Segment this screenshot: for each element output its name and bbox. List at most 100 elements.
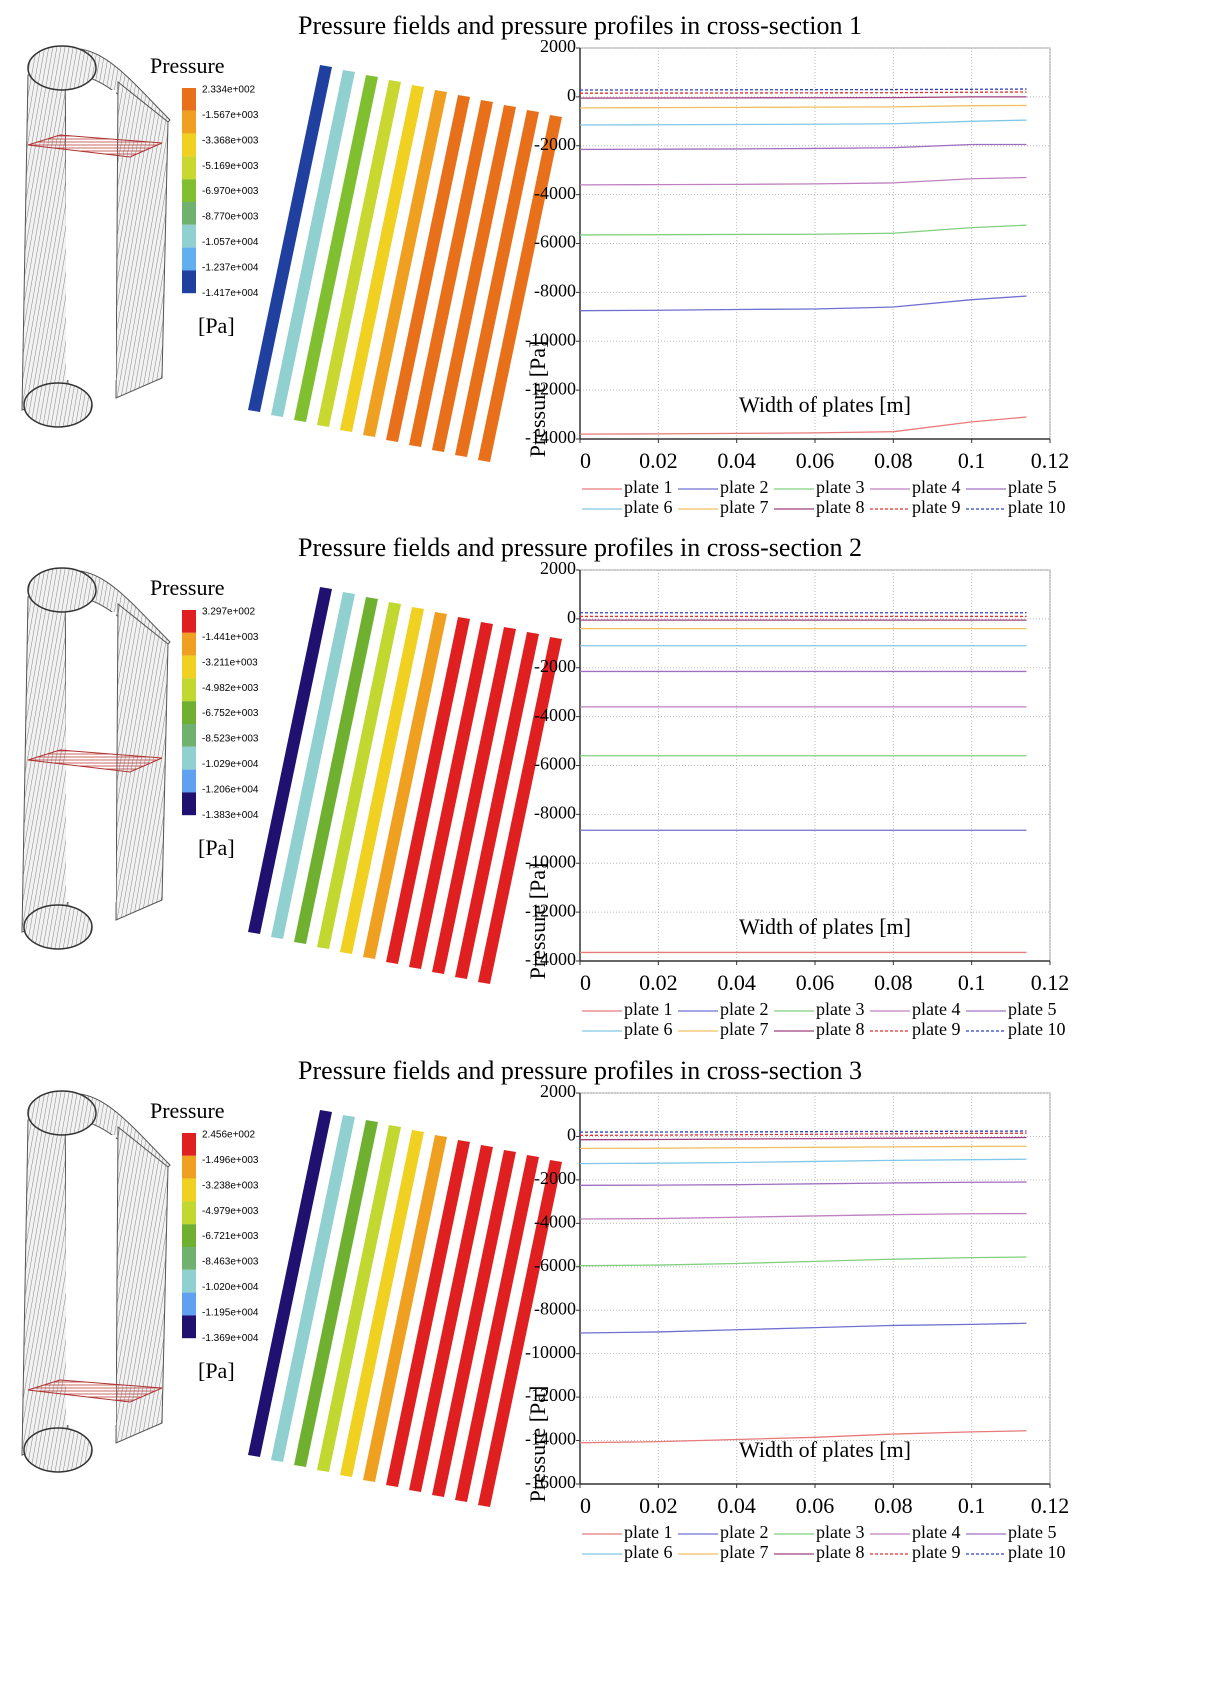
x-tick-label: 0.04 (717, 448, 756, 473)
frame-gap (66, 90, 116, 380)
colorbar-swatch (182, 792, 196, 815)
page: {"chart_data": [ {"type": "line", "title… (0, 0, 1217, 1698)
y-tick-label: -2000 (534, 134, 576, 154)
colorbar-label: -3.368e+003 (202, 135, 259, 146)
series-line (580, 178, 1027, 185)
series-line (580, 296, 1027, 311)
x-tick-label: 0 (580, 970, 591, 995)
legend-label: plate 8 (816, 1542, 864, 1562)
y-axis-label: Pressure [Pa] (525, 863, 550, 980)
series-line (580, 1159, 1027, 1163)
y-tick-label: 2000 (540, 558, 576, 578)
bottom-roller (24, 1428, 92, 1472)
legend-label: plate 10 (1008, 1542, 1065, 1562)
legend-label: plate 5 (1008, 999, 1056, 1019)
colorbar-swatch (182, 88, 196, 111)
colorbar-label: -1.369e+004 (202, 1333, 259, 1344)
colorbar-label: -1.441e+003 (202, 632, 259, 643)
series-line (580, 417, 1027, 434)
legend-label: plate 4 (912, 477, 960, 497)
colorbar-label: -6.970e+003 (202, 186, 259, 197)
colorbar-swatch (182, 202, 196, 225)
series-line (580, 1138, 1027, 1140)
legend-label: plate 5 (1008, 477, 1056, 497)
y-tick-label: -8000 (534, 803, 576, 823)
legend-label: plate 2 (720, 477, 768, 497)
left-band (22, 1107, 68, 1455)
chart-title: Pressure fields and pressure profiles in… (298, 1056, 862, 1085)
colorbar-label: -1.020e+004 (202, 1282, 259, 1293)
colorbar-label: 2.334e+002 (202, 85, 256, 96)
x-tick-label: 0.08 (874, 1493, 913, 1518)
x-tick-label: 0.1 (958, 1493, 986, 1518)
colorbar-swatch (182, 248, 196, 271)
x-axis-label: Width of plates [m] (739, 914, 911, 939)
colorbar-label: -1.417e+004 (202, 288, 259, 299)
colorbar-swatch (182, 678, 196, 701)
legend-label: plate 9 (912, 497, 960, 517)
colorbar-swatch (182, 633, 196, 656)
legend-label: plate 1 (624, 477, 672, 497)
colorbar-swatch (182, 1224, 196, 1247)
legend-label: plate 10 (1008, 497, 1065, 517)
colorbar-swatch (182, 1270, 196, 1293)
right-band (116, 82, 168, 398)
y-tick-label: -4000 (534, 705, 576, 725)
x-tick-label: 0 (580, 448, 591, 473)
colorbar-label: -1.057e+004 (202, 237, 259, 248)
series-line (580, 1133, 1027, 1135)
colorbar-swatch (182, 1201, 196, 1224)
colorbar-label: -1.206e+004 (202, 784, 259, 795)
y-tick-label: -8000 (534, 1298, 576, 1318)
y-tick-label: -6000 (534, 754, 576, 774)
x-tick-label: 0.06 (796, 970, 835, 995)
x-tick-label: 0.12 (1031, 970, 1070, 995)
legend-label: plate 6 (624, 1019, 672, 1039)
y-axis-label: Pressure [Pa] (525, 1386, 550, 1503)
y-tick-label: -6000 (534, 232, 576, 252)
colorbar-swatch (182, 1156, 196, 1179)
colorbar-unit: [Pa] (198, 835, 235, 860)
colorbar-label: -8.770e+003 (202, 212, 259, 223)
x-tick-label: 0.02 (639, 970, 678, 995)
x-tick-label: 0.1 (958, 448, 986, 473)
colorbar-swatch (182, 111, 196, 134)
legend-label: plate 9 (912, 1542, 960, 1562)
y-tick-label: 0 (567, 85, 576, 105)
colorbar-unit: [Pa] (198, 1358, 235, 1383)
series-line (580, 105, 1027, 107)
y-tick-label: -6000 (534, 1255, 576, 1275)
legend-label: plate 6 (624, 1542, 672, 1562)
x-tick-label: 0.12 (1031, 1493, 1070, 1518)
legend-label: plate 4 (912, 1522, 960, 1542)
colorbar-swatch (182, 724, 196, 747)
colorbar-swatch (182, 1133, 196, 1156)
y-tick-label: -4000 (534, 1211, 576, 1231)
legend-label: plate 9 (912, 1019, 960, 1039)
colorbar-label: -1.237e+004 (202, 262, 259, 273)
figure: Pressure2.334e+002-1.567e+003-3.368e+003… (0, 0, 1217, 1698)
top-roller (28, 1091, 96, 1135)
bottom-roller (24, 383, 92, 427)
x-tick-label: 0 (580, 1493, 591, 1518)
colorbar-label: 3.297e+002 (202, 607, 256, 618)
colorbar-swatch (182, 770, 196, 793)
colorbar-unit: [Pa] (198, 313, 235, 338)
colorbar-label: -3.211e+003 (202, 657, 258, 668)
colorbar-label: -6.752e+003 (202, 708, 259, 719)
colorbar-label: -1.029e+004 (202, 759, 259, 770)
colorbar-swatch (182, 1179, 196, 1202)
chart-title: Pressure fields and pressure profiles in… (298, 11, 862, 40)
y-tick-label: 0 (567, 607, 576, 627)
x-tick-label: 0.08 (874, 970, 913, 995)
colorbar-label: -5.169e+003 (202, 161, 259, 172)
colorbar-swatch (182, 134, 196, 157)
frame-diagram (22, 46, 170, 427)
colorbar-swatch (182, 1315, 196, 1338)
x-axis-label: Width of plates [m] (739, 392, 911, 417)
colorbar-swatch (182, 270, 196, 293)
y-tick-label: -2000 (534, 1168, 576, 1188)
x-tick-label: 0.02 (639, 448, 678, 473)
top-roller (28, 568, 96, 612)
legend-label: plate 7 (720, 1542, 768, 1562)
